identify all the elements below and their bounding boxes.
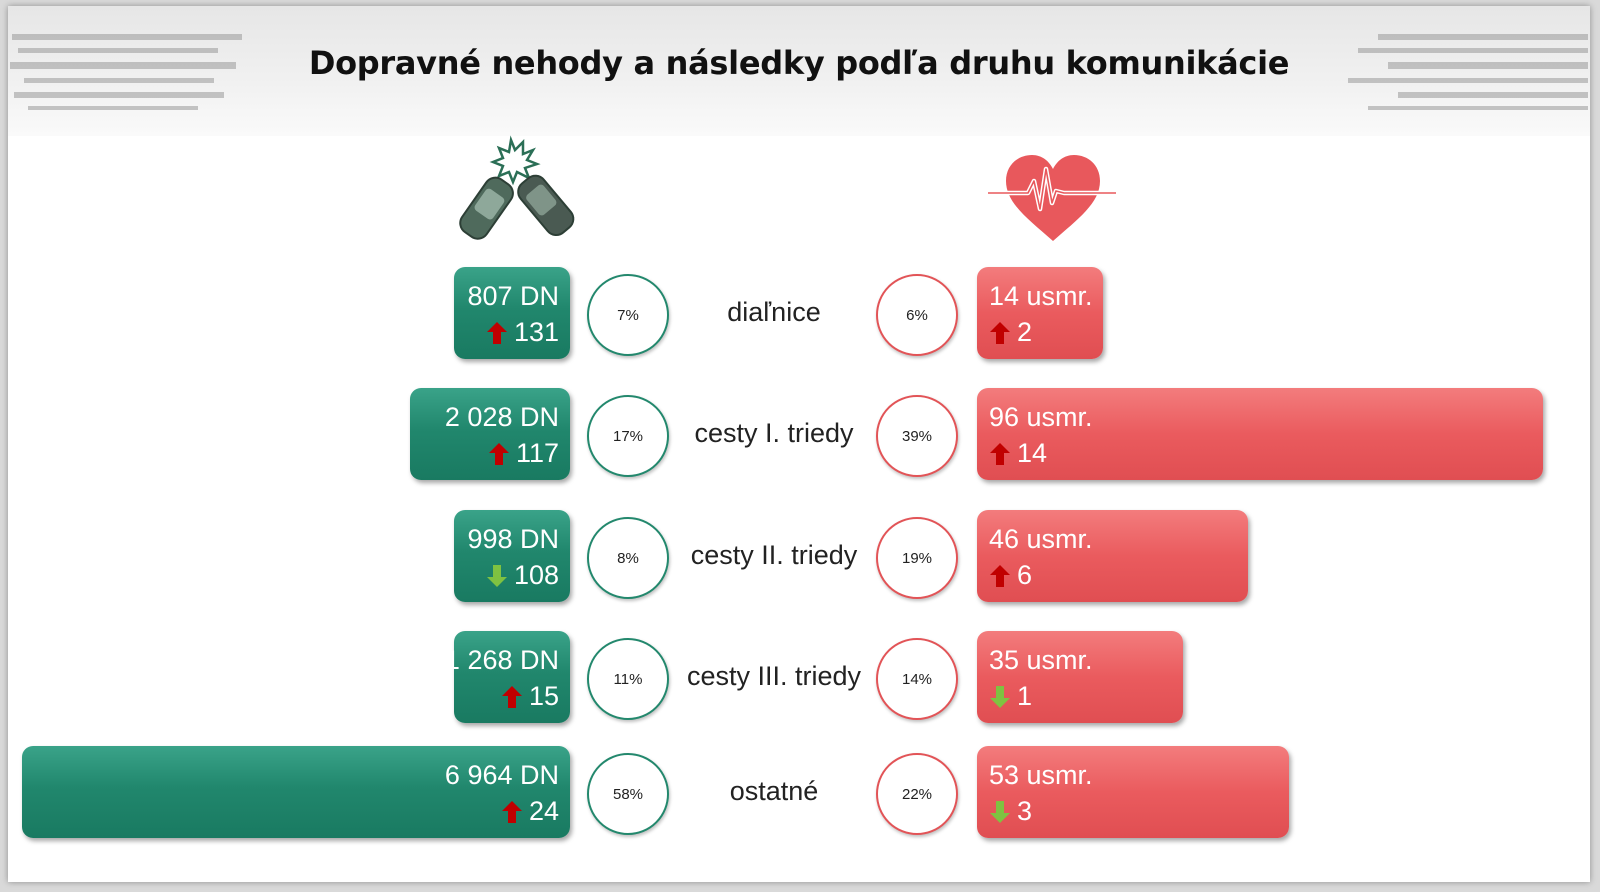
fatalities-change: 2 — [989, 317, 1032, 348]
accidents-change-value: 131 — [513, 317, 559, 347]
tire-track-banner — [8, 6, 1590, 136]
fatalities-change-value: 3 — [1017, 796, 1033, 826]
accidents-bar-label: 807 DN — [467, 281, 559, 311]
accidents-bar: 1 268 DN 15 — [445, 631, 570, 723]
fatalities-change-value: 6 — [1017, 560, 1033, 590]
accidents-change-value: 24 — [528, 796, 559, 826]
fatalities-share-circle: 6% — [876, 274, 958, 356]
category-label: cesty III. triedy — [686, 661, 862, 691]
fatalities-change: 1 — [989, 681, 1032, 712]
fatalities-bar: 46 usmr. 6 — [977, 510, 1249, 602]
accidents-change: 131 — [486, 317, 559, 348]
accidents-bar-label: 6 964 DN — [444, 760, 559, 790]
category-label: diaľnice — [727, 297, 821, 327]
arrow-up-icon — [501, 800, 522, 823]
arrow-up-icon — [990, 564, 1010, 587]
arrow-up-icon — [486, 321, 507, 344]
accidents-share-circle: 17% — [587, 395, 669, 477]
accidents-share-circle: 11% — [587, 638, 669, 720]
fatalities-change-value: 2 — [1017, 317, 1033, 347]
chart-title: Dopravné nehody a následky podľa druhu k… — [308, 44, 1290, 82]
accidents-change-value: 108 — [513, 560, 559, 590]
fatalities-change: 6 — [989, 560, 1032, 591]
tire-track-left-icon — [10, 34, 242, 110]
car-crash-icon — [459, 135, 575, 240]
accidents-bar-label: 1 268 DN — [444, 645, 559, 675]
category-label: cesty II. triedy — [690, 540, 858, 570]
fatalities-bar-label: 53 usmr. — [989, 760, 1093, 790]
fatalities-share-circle: 19% — [876, 517, 958, 599]
accidents-share-circle: 8% — [587, 517, 669, 599]
fatalities-bar: 35 usmr. 1 — [977, 631, 1184, 723]
accidents-change: 15 — [501, 681, 559, 712]
accidents-bar: 998 DN 108 — [454, 510, 570, 602]
arrow-up-icon — [501, 685, 522, 708]
accidents-change-value: 117 — [515, 438, 559, 468]
fatalities-share-circle: 14% — [876, 638, 958, 720]
accidents-share-circle: 7% — [587, 274, 669, 356]
arrow-down-icon — [486, 564, 507, 587]
fatalities-bar-label: 14 usmr. — [989, 281, 1093, 311]
accidents-bar-label: 2 028 DN — [444, 402, 559, 432]
fatalities-share-circle: 39% — [876, 395, 958, 477]
accidents-change: 108 — [486, 560, 559, 591]
accidents-bar-label: 998 DN — [467, 524, 559, 554]
fatalities-bar: 14 usmr. 2 — [977, 267, 1103, 359]
arrow-up-icon — [488, 442, 509, 465]
accidents-bar: 6 964 DN 24 — [22, 746, 570, 838]
fatalities-bar-label: 46 usmr. — [989, 524, 1093, 554]
arrow-down-icon — [990, 685, 1010, 708]
fatalities-bar: 53 usmr. 3 — [977, 746, 1290, 838]
fatalities-bar-label: 35 usmr. — [989, 645, 1093, 675]
accidents-change-value: 15 — [528, 681, 559, 711]
accidents-share-circle: 58% — [587, 753, 669, 835]
fatalities-bar: 96 usmr. 14 — [977, 388, 1543, 480]
arrow-up-icon — [990, 321, 1010, 344]
accidents-bar: 2 028 DN 117 — [410, 388, 570, 480]
fatalities-bar-label: 96 usmr. — [989, 402, 1093, 432]
category-label: cesty I. triedy — [694, 418, 854, 448]
arrow-down-icon — [990, 800, 1010, 823]
fatalities-share-circle: 22% — [876, 753, 958, 835]
accidents-change: 24 — [501, 796, 559, 827]
arrow-up-icon — [990, 442, 1010, 465]
fatalities-change: 3 — [989, 796, 1032, 827]
fatalities-change-value: 1 — [1017, 681, 1033, 711]
tire-track-right-icon — [1348, 34, 1588, 110]
category-label: ostatné — [729, 776, 819, 806]
fatalities-change: 14 — [989, 438, 1047, 469]
slide: Dopravné nehody a následky podľa druhu k… — [8, 6, 1590, 882]
fatalities-change-value: 14 — [1017, 438, 1048, 468]
accidents-change: 117 — [488, 438, 559, 469]
heart-pulse-icon — [988, 155, 1116, 241]
accidents-bar: 807 DN 131 — [454, 267, 570, 359]
